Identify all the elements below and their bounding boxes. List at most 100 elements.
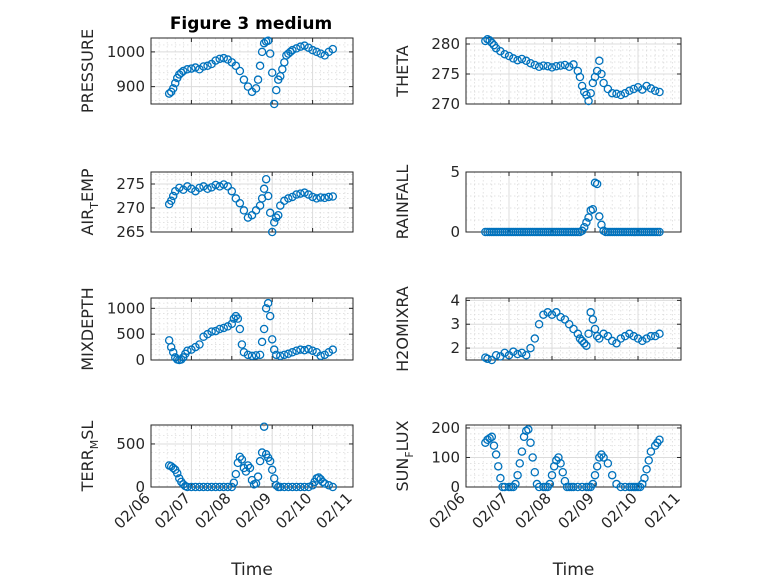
y-tick-label: 5 bbox=[450, 163, 460, 181]
data-point bbox=[607, 470, 617, 480]
axes-box bbox=[465, 37, 682, 105]
data-point bbox=[211, 482, 220, 492]
data-point bbox=[489, 441, 499, 450]
data-point bbox=[308, 45, 317, 55]
data-point bbox=[207, 482, 216, 492]
data-point bbox=[300, 188, 309, 197]
data-point bbox=[316, 351, 325, 361]
data-point bbox=[575, 72, 585, 82]
y-tick-label: 100 bbox=[431, 448, 460, 466]
data-point bbox=[257, 337, 267, 347]
data-point bbox=[308, 192, 317, 202]
data-point bbox=[517, 54, 527, 64]
data-point bbox=[168, 347, 178, 357]
data-point bbox=[526, 343, 535, 353]
data-point bbox=[239, 75, 249, 84]
data-point bbox=[173, 468, 182, 478]
data-point bbox=[243, 350, 253, 360]
y-tick-label: 0 bbox=[135, 351, 145, 369]
data-point bbox=[320, 479, 329, 488]
data-point bbox=[629, 331, 638, 341]
data-point bbox=[603, 84, 613, 94]
data-point bbox=[207, 327, 216, 336]
y-axis-label: H2OMIXRA bbox=[393, 286, 412, 372]
data-point bbox=[215, 54, 224, 64]
data-point bbox=[164, 89, 174, 98]
data-point bbox=[243, 82, 253, 91]
data-point bbox=[564, 319, 574, 329]
y-tick-label: 2 bbox=[450, 339, 460, 357]
subplot-mixdepth: 0 500 1000 MIXDEPTH bbox=[78, 287, 354, 371]
data-point bbox=[633, 82, 643, 92]
subplot-air-temp: 265 270 275 AIRTEMP bbox=[78, 168, 354, 241]
data-point bbox=[280, 350, 289, 360]
data-point bbox=[316, 49, 325, 58]
y-tick-label: 3 bbox=[450, 315, 460, 333]
data-point bbox=[513, 349, 522, 359]
data-point bbox=[655, 227, 664, 237]
data-point bbox=[296, 482, 305, 492]
data-point bbox=[646, 84, 656, 93]
data-point bbox=[655, 87, 664, 97]
data-point bbox=[491, 350, 501, 360]
data-point bbox=[316, 193, 325, 202]
data-point bbox=[255, 61, 265, 71]
data-point bbox=[642, 465, 651, 474]
data-point bbox=[231, 469, 241, 479]
data-point bbox=[534, 62, 544, 72]
data-point bbox=[569, 324, 578, 334]
data-point bbox=[642, 334, 651, 343]
y-tick-label: 270 bbox=[431, 95, 460, 113]
data-point bbox=[215, 324, 224, 334]
data-point bbox=[521, 426, 531, 436]
data-point bbox=[558, 467, 568, 477]
data-point bbox=[573, 329, 583, 339]
data-point bbox=[195, 340, 204, 349]
data-point bbox=[487, 432, 497, 442]
data-point bbox=[175, 183, 184, 193]
data-point bbox=[524, 425, 533, 434]
data-point bbox=[547, 470, 557, 480]
data-point bbox=[211, 326, 220, 336]
data-point bbox=[603, 459, 613, 468]
y-tick-label: 200 bbox=[431, 419, 460, 437]
data-point bbox=[612, 339, 621, 348]
data-point bbox=[595, 334, 604, 343]
data-point bbox=[312, 194, 321, 203]
data-point bbox=[284, 349, 293, 359]
data-point bbox=[271, 85, 281, 95]
data-point bbox=[288, 45, 297, 55]
data-point bbox=[582, 218, 591, 227]
data-point bbox=[586, 88, 595, 98]
data-point bbox=[530, 60, 540, 70]
data-point bbox=[253, 75, 263, 84]
data-point bbox=[592, 462, 602, 471]
data-point bbox=[229, 314, 239, 323]
data-point bbox=[564, 62, 574, 72]
data-point bbox=[590, 470, 600, 480]
data-point bbox=[247, 351, 257, 361]
data-point bbox=[227, 482, 237, 492]
data-point bbox=[526, 58, 535, 68]
data-point bbox=[259, 324, 269, 334]
data-point bbox=[231, 61, 241, 71]
data-point bbox=[320, 193, 329, 203]
data-point bbox=[170, 78, 180, 88]
data-point bbox=[485, 434, 494, 443]
axes-box bbox=[465, 297, 682, 361]
data-point bbox=[265, 456, 275, 466]
data-point bbox=[552, 61, 561, 71]
data-point bbox=[255, 350, 265, 360]
y-tick-label: 270 bbox=[116, 199, 145, 217]
data-point bbox=[599, 453, 608, 462]
data-point bbox=[577, 482, 587, 492]
data-point bbox=[199, 482, 208, 492]
subplot-h2omixra: 2 3 4 H2OMIXRA bbox=[393, 286, 682, 372]
data-point bbox=[511, 479, 520, 489]
data-point bbox=[296, 189, 305, 198]
data-point bbox=[288, 347, 297, 357]
data-point bbox=[556, 459, 565, 468]
data-point bbox=[569, 60, 578, 69]
figure-title: Figure 3 medium bbox=[170, 14, 332, 34]
